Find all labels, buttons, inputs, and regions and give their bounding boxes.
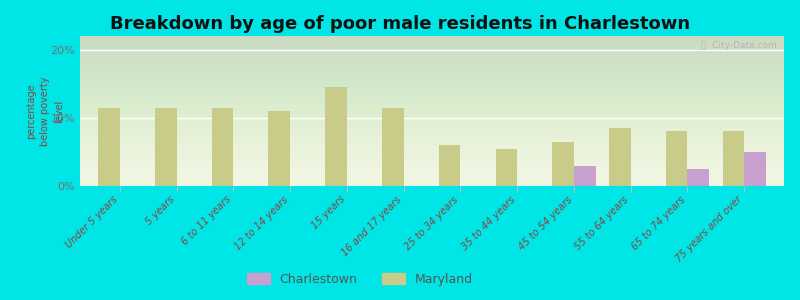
Bar <box>574 166 595 186</box>
Bar <box>326 87 347 186</box>
Text: Breakdown by age of poor male residents in Charlestown: Breakdown by age of poor male residents … <box>110 15 690 33</box>
Bar <box>382 108 404 186</box>
Bar <box>666 131 687 186</box>
Bar <box>98 108 120 186</box>
Bar <box>687 169 709 186</box>
Bar <box>552 142 574 186</box>
Bar <box>439 145 460 186</box>
Bar <box>212 108 234 186</box>
Bar <box>155 108 177 186</box>
Bar <box>269 111 290 186</box>
Legend: Charlestown, Maryland: Charlestown, Maryland <box>242 268 478 291</box>
Bar <box>609 128 630 186</box>
Text: ⓘ  City-Data.com: ⓘ City-Data.com <box>702 40 777 50</box>
Bar <box>744 152 766 186</box>
Y-axis label: percentage
below poverty
level: percentage below poverty level <box>26 76 64 146</box>
Bar <box>495 148 517 186</box>
Bar <box>722 131 744 186</box>
